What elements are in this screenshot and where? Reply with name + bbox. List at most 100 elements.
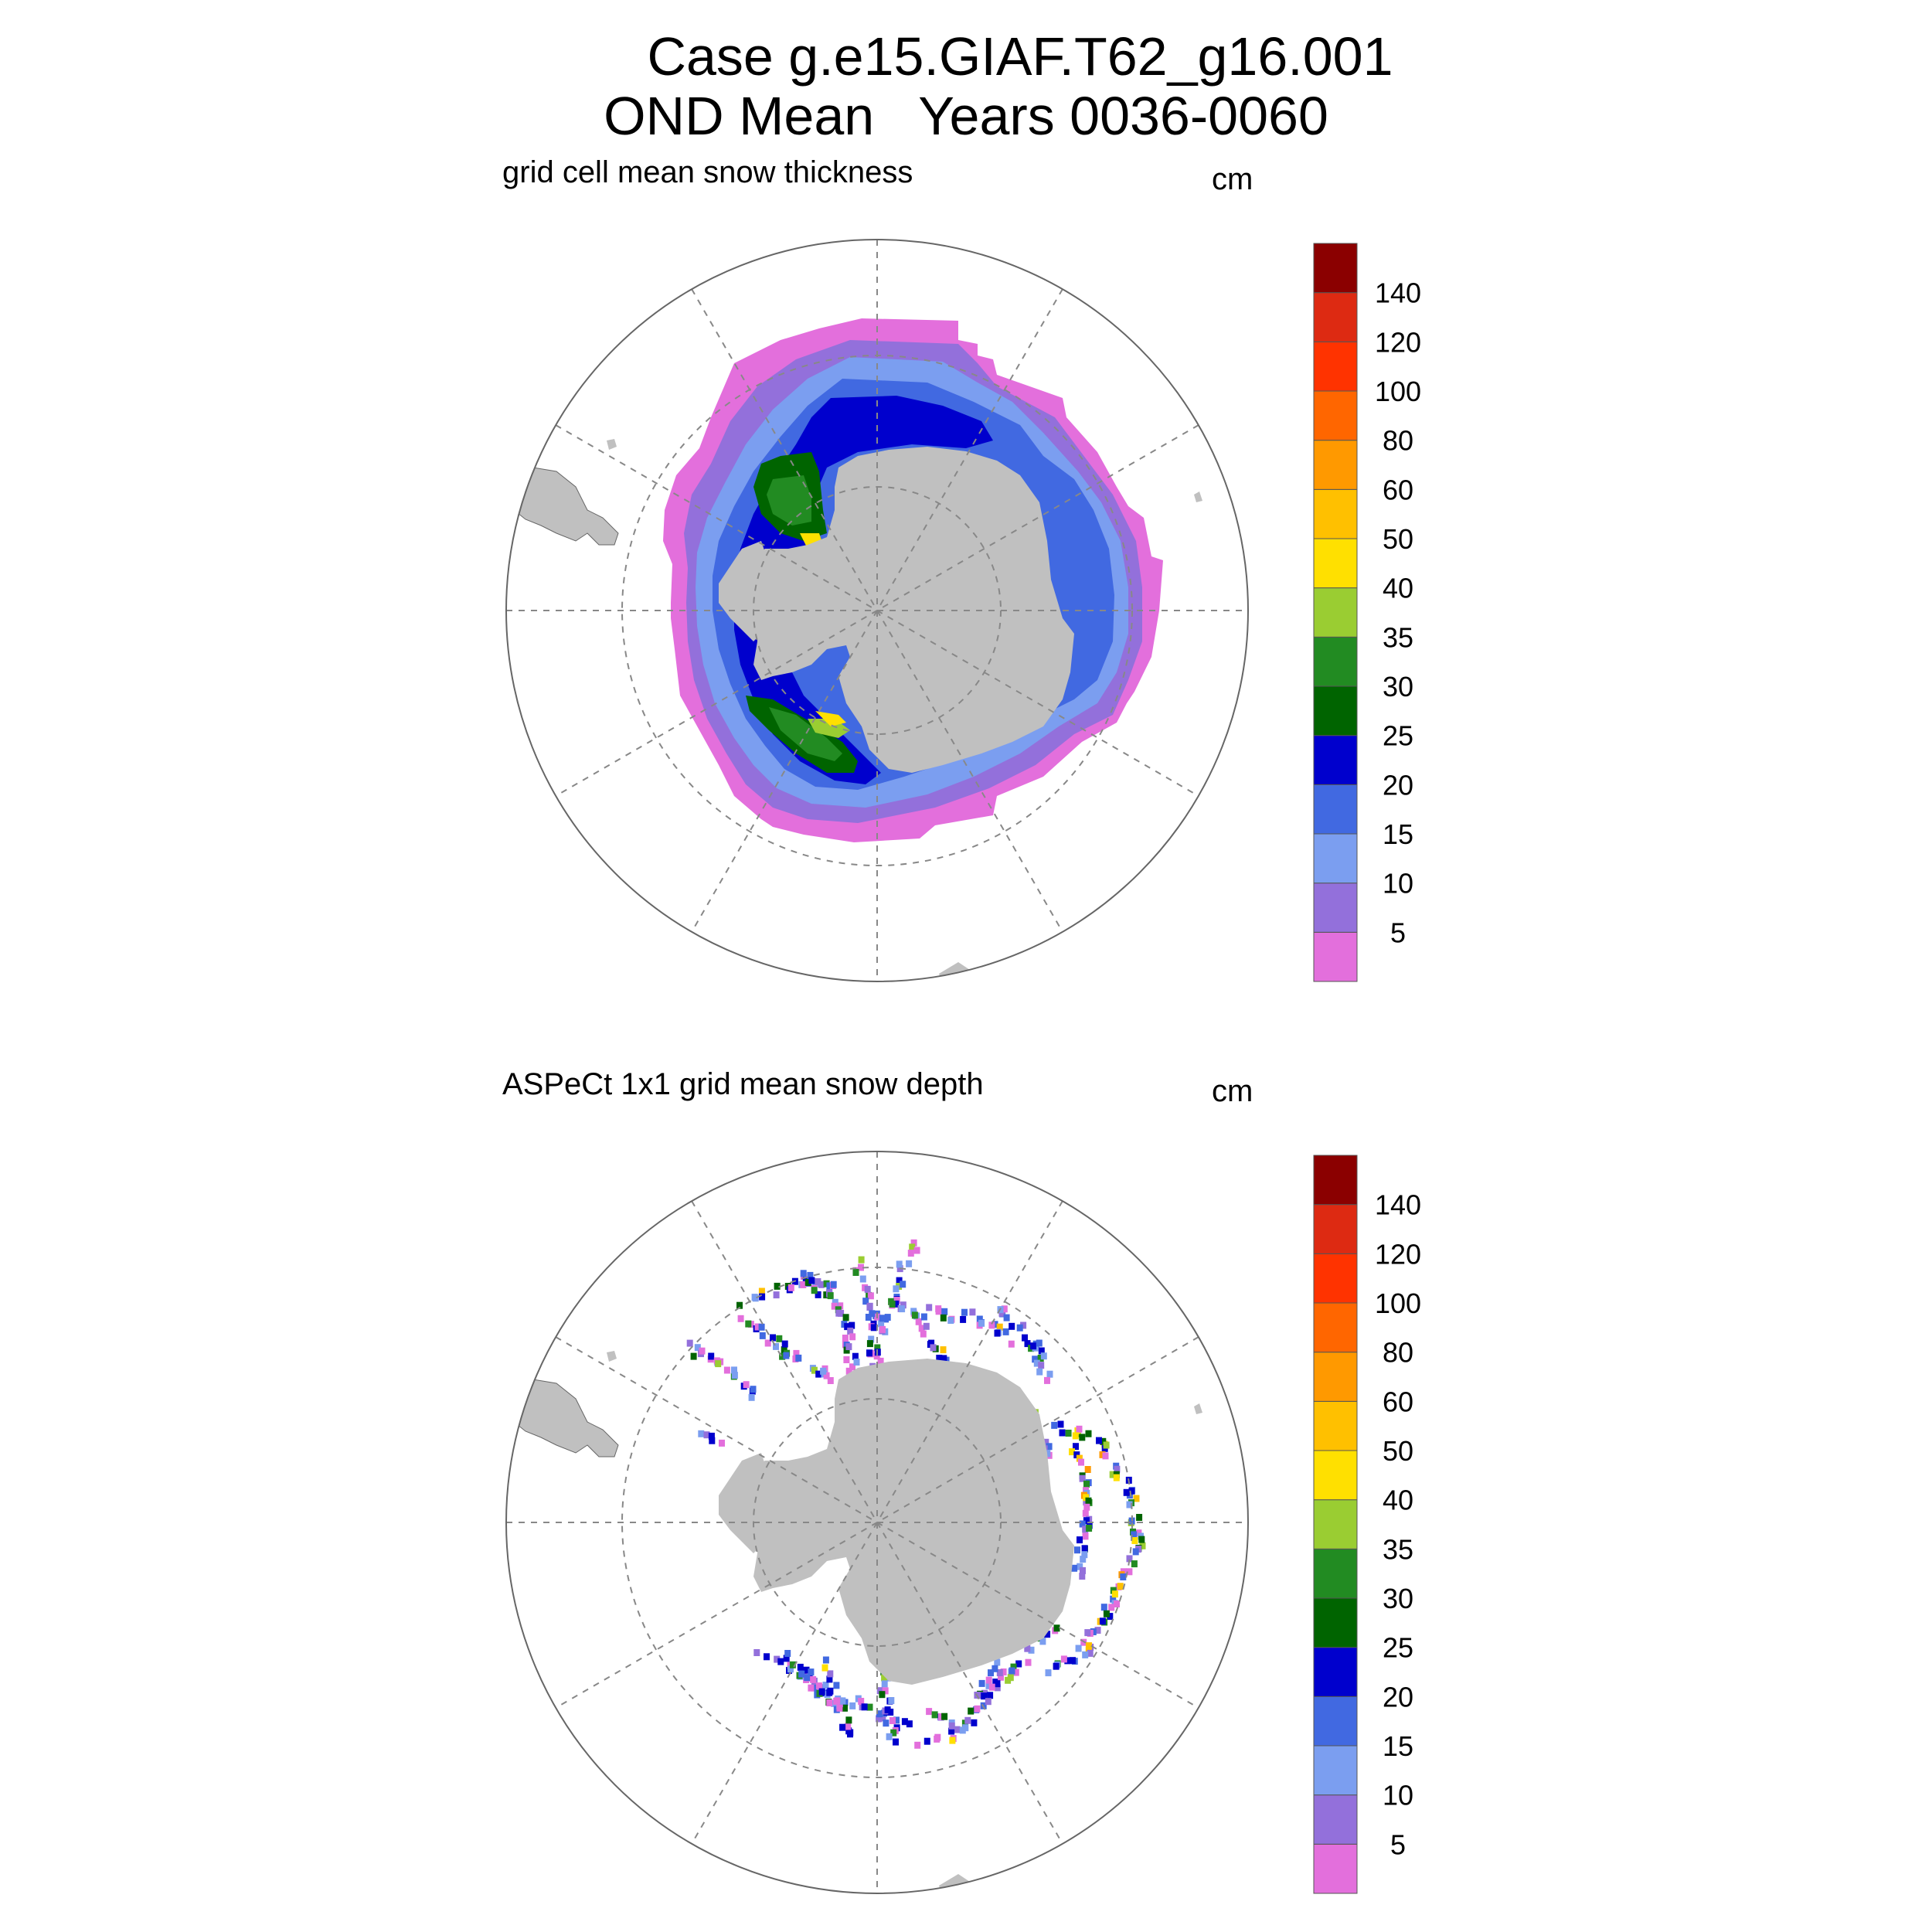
island-east: [1194, 1403, 1202, 1414]
observation-cell: [890, 1729, 897, 1736]
observation-cell: [774, 1282, 781, 1290]
observation-cell: [853, 1359, 860, 1366]
observation-cell: [978, 1679, 985, 1687]
colorbar-tick-label: 35: [1383, 1533, 1413, 1565]
colorbar-swatch: [1313, 1794, 1358, 1845]
observation-cell: [881, 1674, 888, 1682]
observation-cell: [759, 1293, 766, 1301]
colorbar-tick-label: 120: [1375, 326, 1421, 358]
observation-cell: [911, 1311, 918, 1319]
observation-cell: [1038, 1362, 1045, 1369]
observation-cell: [815, 1682, 822, 1690]
colorbar-tick-label: 60: [1383, 1386, 1413, 1417]
observation-cell: [708, 1352, 715, 1360]
colorbar-tick-label: 40: [1383, 1485, 1413, 1516]
observation-cell: [1046, 1370, 1053, 1378]
colorbar-tick-label: 25: [1383, 720, 1413, 752]
observation-cell: [1080, 1566, 1086, 1574]
observation-cell: [866, 1304, 873, 1311]
observation-cell: [940, 1346, 947, 1354]
observation-cell: [1085, 1430, 1092, 1437]
colorbar-tick-label: 20: [1383, 769, 1413, 801]
observation-cell: [981, 1692, 988, 1700]
observation-cell: [811, 1366, 818, 1374]
observation-cell: [845, 1716, 852, 1724]
observation-cell: [1025, 1658, 1032, 1666]
observation-cell: [1077, 1563, 1083, 1570]
observation-cell: [719, 1439, 725, 1447]
observation-cell: [690, 1352, 697, 1360]
observation-cell: [748, 1393, 755, 1401]
observation-cell: [1057, 1420, 1064, 1428]
observation-cell: [842, 1314, 849, 1321]
observation-cell: [896, 1277, 903, 1284]
map-panel-2: [505, 1151, 1249, 1894]
observation-cell: [992, 1665, 998, 1672]
observation-cell: [859, 1275, 866, 1283]
observation-cell: [938, 1713, 944, 1721]
observation-cell: [847, 1327, 854, 1335]
observation-cell: [879, 1691, 886, 1699]
observation-cell: [836, 1704, 843, 1712]
observation-cell: [926, 1304, 933, 1311]
observation-cell: [1016, 1324, 1023, 1332]
observation-cell: [1139, 1542, 1146, 1549]
observation-cell: [777, 1658, 784, 1665]
colorbar-tick-label: 20: [1383, 1681, 1413, 1713]
observation-cell: [1079, 1434, 1086, 1441]
observation-cell: [1072, 1432, 1079, 1440]
observation-cell: [1079, 1573, 1086, 1580]
observation-cell: [1028, 1646, 1035, 1654]
observation-cell: [1020, 1321, 1027, 1329]
observation-cell: [869, 1310, 876, 1318]
observation-cell: [731, 1366, 737, 1374]
observation-cell: [736, 1301, 743, 1309]
observation-cell: [987, 1692, 994, 1699]
observation-cell: [754, 1323, 761, 1331]
observation-cell: [1010, 1663, 1017, 1671]
observation-cell: [959, 1726, 966, 1734]
observation-cell: [1081, 1545, 1088, 1553]
observation-cell: [988, 1321, 995, 1329]
observation-cell: [842, 1704, 848, 1712]
colorbar-swatch: [1313, 243, 1358, 294]
observation-cell: [974, 1705, 981, 1713]
observation-cell: [1069, 1448, 1075, 1456]
observation-cell: [1086, 1642, 1092, 1650]
observation-cell: [1120, 1573, 1127, 1580]
colorbar-tick-label: 80: [1383, 425, 1413, 457]
observation-cell: [948, 1727, 955, 1735]
observation-cell: [804, 1278, 811, 1286]
observation-cell: [821, 1664, 828, 1672]
observation-cell: [960, 1315, 967, 1323]
observation-cell: [849, 1321, 855, 1329]
antarctica-land: [750, 1359, 1074, 1685]
panel-1-units: cm: [1212, 162, 1253, 196]
snow-band-50-ap: [815, 711, 846, 726]
colorbar-tick-label: 140: [1375, 277, 1421, 309]
observation-cell: [843, 1356, 850, 1363]
observation-cell: [1079, 1475, 1086, 1482]
observation-cell: [994, 1680, 1001, 1688]
observation-cell: [1076, 1425, 1083, 1433]
observation-cell: [935, 1308, 942, 1315]
colorbar-swatch: [1313, 488, 1358, 539]
colorbar-swatch: [1313, 1696, 1358, 1747]
observation-cell: [764, 1653, 770, 1661]
observation-cell: [893, 1738, 899, 1746]
observation-cell: [870, 1324, 877, 1332]
observation-cell: [862, 1298, 869, 1305]
observation-cell: [832, 1298, 838, 1306]
observation-cell: [783, 1655, 790, 1662]
colorbar-swatch: [1313, 636, 1358, 687]
observation-cell: [941, 1713, 948, 1720]
observation-cell: [822, 1682, 829, 1689]
observation-cell: [694, 1344, 701, 1352]
observation-cell: [923, 1737, 930, 1745]
observation-cell: [773, 1342, 779, 1350]
observation-cell: [994, 1684, 1001, 1692]
observation-cell: [774, 1655, 781, 1663]
observation-cell: [826, 1699, 833, 1706]
observation-cell: [743, 1381, 750, 1389]
colorbar-tick-label: 50: [1383, 1435, 1413, 1467]
